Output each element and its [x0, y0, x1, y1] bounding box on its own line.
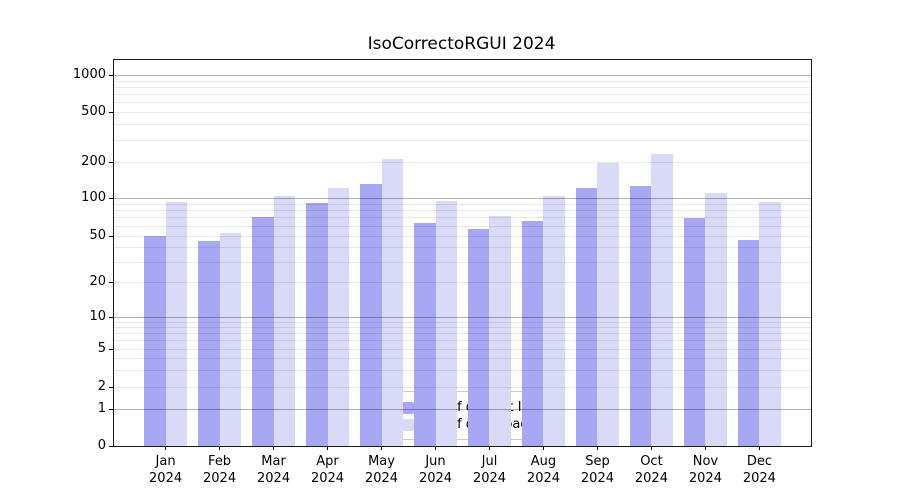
y-tick-label: 200	[81, 153, 106, 169]
bar-distinct-ips	[737, 240, 760, 446]
bar-downloads	[219, 232, 242, 446]
legend-item-downloads: Nb of downloads	[390, 416, 535, 433]
x-tick-mark	[165, 446, 167, 450]
bar-distinct-ips	[683, 218, 706, 446]
y-tick-label: 2	[97, 379, 106, 394]
x-tick-mark	[381, 446, 383, 450]
bar-distinct-ips	[575, 188, 598, 446]
x-tick-label: Feb 2024	[203, 454, 237, 486]
bar-downloads	[651, 153, 674, 446]
x-tick-label: Oct 2024	[634, 454, 668, 486]
x-tick-mark	[758, 446, 760, 450]
bar-downloads	[543, 195, 566, 446]
gridline	[114, 94, 811, 96]
bar-distinct-ips	[467, 228, 490, 446]
x-tick-label: Aug 2024	[526, 454, 561, 486]
x-tick-label: Apr 2024	[310, 454, 345, 486]
bar-downloads	[273, 195, 296, 446]
y-tick-mark	[109, 161, 113, 163]
y-tick-mark	[109, 282, 113, 283]
x-tick-label: Dec 2024	[742, 454, 776, 486]
gridline	[114, 161, 811, 163]
legend-item-distinct-ips: Nb of distinct IPs	[390, 399, 536, 416]
x-tick-mark	[327, 446, 329, 450]
bar-downloads	[165, 202, 188, 446]
x-tick-label: Mar 2024	[257, 454, 291, 486]
bar-distinct-ips	[251, 217, 274, 446]
bar-distinct-ips	[197, 241, 220, 446]
bar-distinct-ips	[521, 220, 544, 446]
y-tick-label: 5	[97, 340, 106, 356]
x-tick-mark	[542, 446, 544, 450]
y-tick-mark	[109, 408, 113, 410]
bar-downloads	[435, 201, 458, 446]
y-tick-label: 100	[81, 189, 106, 205]
y-tick-mark	[109, 112, 113, 113]
y-tick-mark	[109, 317, 113, 318]
y-tick-mark	[109, 197, 113, 199]
x-tick-label: May 2024	[364, 454, 399, 486]
y-tick-mark	[109, 348, 113, 350]
gridline	[114, 102, 811, 104]
chart-title: IsoCorrectoRGUI 2024	[367, 34, 556, 54]
x-tick-mark	[219, 446, 221, 450]
y-tick-label: 20	[89, 274, 106, 289]
y-tick-label: 1	[97, 400, 106, 416]
gridline	[114, 75, 811, 76]
gridline	[114, 80, 811, 82]
bar-distinct-ips	[359, 183, 382, 446]
bar-distinct-ips	[413, 223, 436, 446]
x-tick-mark	[435, 446, 436, 450]
x-tick-label: Sep 2024	[580, 454, 614, 486]
bar-downloads	[381, 158, 404, 446]
bar-downloads	[759, 201, 782, 446]
y-tick-label: 0	[97, 438, 106, 453]
gridline	[114, 86, 811, 88]
bar-downloads	[489, 215, 512, 446]
gridline	[114, 112, 811, 113]
y-tick-mark	[109, 236, 113, 237]
x-tick-label: Nov 2024	[688, 454, 722, 486]
x-tick-mark	[273, 446, 275, 450]
x-tick-label: Jul 2024	[472, 454, 507, 486]
x-tick-mark	[596, 446, 598, 450]
x-tick-mark	[704, 446, 706, 450]
gridline	[114, 139, 811, 141]
y-tick-label: 500	[81, 104, 106, 119]
bar-downloads	[597, 162, 620, 446]
legend: Nb of distinct IPs Nb of downloads	[380, 391, 545, 440]
y-tick-label: 1000	[72, 67, 106, 82]
y-tick-label: 50	[89, 228, 106, 243]
y-tick-mark	[109, 387, 113, 388]
x-tick-mark	[650, 446, 652, 450]
x-tick-label: Jun 2024	[418, 454, 453, 486]
y-tick-mark	[109, 446, 113, 447]
x-tick-mark	[488, 446, 490, 450]
bar-downloads	[705, 193, 728, 446]
bar-distinct-ips	[629, 185, 652, 446]
y-tick-mark	[109, 75, 113, 76]
bar-distinct-ips	[143, 236, 166, 446]
bar-downloads	[327, 187, 350, 446]
y-tick-label: 10	[89, 309, 106, 324]
bar-distinct-ips	[305, 202, 328, 446]
x-tick-label: Jan 2024	[149, 454, 183, 486]
plot-area: Nb of distinct IPs Nb of downloads 0 1 2 5 1…	[73, 59, 812, 486]
gridline	[114, 124, 811, 126]
